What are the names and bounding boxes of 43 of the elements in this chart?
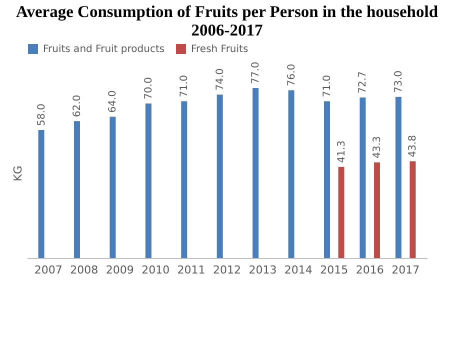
bar bbox=[338, 166, 344, 258]
bar bbox=[38, 130, 44, 258]
data-label: 64.0 bbox=[108, 90, 119, 113]
y-axis-title: KG bbox=[12, 166, 24, 182]
data-label: 73.0 bbox=[393, 70, 404, 93]
data-label: 76.0 bbox=[286, 64, 298, 86]
bar bbox=[145, 103, 152, 258]
data-label: 43.8 bbox=[408, 135, 419, 158]
data-label: 62.0 bbox=[72, 94, 83, 118]
data-label: 74.0 bbox=[214, 68, 226, 91]
x-tick-label: 2015 bbox=[320, 264, 348, 276]
data-label: 77.0 bbox=[250, 62, 262, 84]
data-label: 43.3 bbox=[372, 136, 383, 158]
data-label: 70.0 bbox=[143, 77, 154, 100]
bar bbox=[374, 162, 380, 258]
chart-title: Average Consumption of Fruits per Person in the household 2006-2017 bbox=[16, 2, 438, 40]
data-label: 58.0 bbox=[36, 104, 48, 126]
bar bbox=[324, 101, 330, 258]
x-tick-label: 2013 bbox=[248, 264, 277, 276]
bar bbox=[216, 94, 223, 258]
bar bbox=[74, 121, 80, 258]
bar bbox=[252, 88, 259, 258]
x-tick-label: 2008 bbox=[70, 264, 98, 276]
legend-label: Fresh Fruits bbox=[191, 44, 248, 55]
bar bbox=[410, 161, 416, 258]
data-label: 41.3 bbox=[336, 140, 348, 163]
x-tick-label: 2016 bbox=[356, 264, 384, 276]
x-tick-label: 2009 bbox=[106, 264, 134, 276]
bar bbox=[110, 116, 116, 258]
bar bbox=[181, 101, 188, 258]
x-tick-label: 2017 bbox=[392, 264, 420, 276]
bar bbox=[395, 96, 402, 258]
data-label: 72.7 bbox=[358, 71, 369, 94]
legend-label: Fruits and Fruit products bbox=[43, 44, 165, 55]
x-tick-label: 2012 bbox=[213, 264, 241, 276]
data-label: 71.0 bbox=[179, 74, 190, 98]
x-tick-label: 2014 bbox=[284, 264, 312, 276]
data-label: 71.0 bbox=[322, 74, 333, 98]
bar bbox=[288, 90, 294, 258]
x-tick-label: 2007 bbox=[34, 264, 62, 276]
x-tick-label: 2010 bbox=[142, 264, 170, 276]
bar bbox=[360, 97, 366, 258]
x-tick-label: 2011 bbox=[177, 264, 206, 276]
